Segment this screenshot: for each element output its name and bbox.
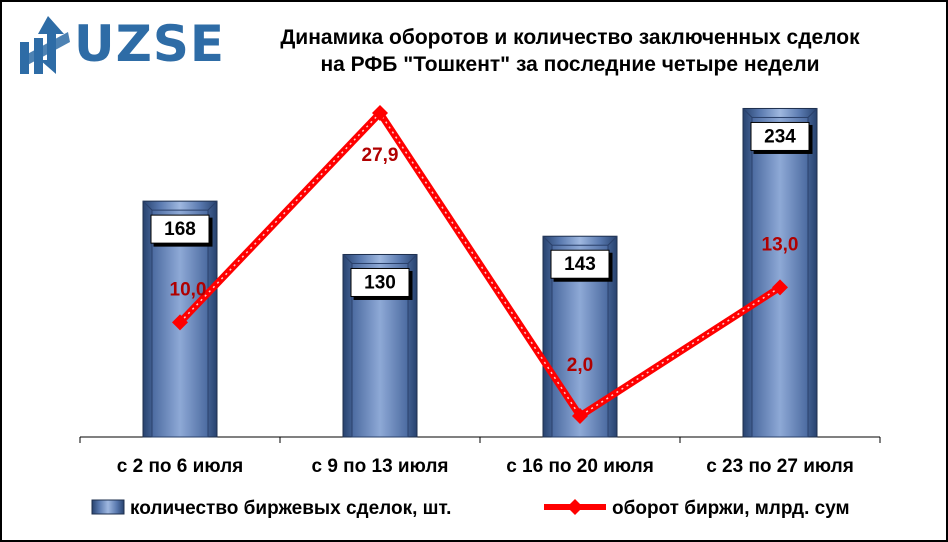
bar-value-box xyxy=(750,121,810,151)
uzse-logo: UZSE xyxy=(18,12,224,78)
bar-series xyxy=(142,107,818,438)
bar xyxy=(742,107,818,438)
turnover-marker xyxy=(772,279,788,296)
bar-value-text: 168 xyxy=(164,219,196,240)
category-labels: с 2 по 6 июля с 9 по 13 июля с 16 по 20 ию… xyxy=(117,456,854,477)
logo-arrow-icon xyxy=(20,16,70,74)
legend-label-turnover: оборот биржи, млрд. сум xyxy=(612,498,850,519)
chart-title: Динамика оборотов и количество заключенн… xyxy=(200,24,940,78)
bar-value-text: 234 xyxy=(764,126,796,147)
turnover-marker xyxy=(172,314,188,331)
bar-bevel xyxy=(142,200,153,211)
turnover-line xyxy=(177,109,782,420)
turnover-marker xyxy=(372,105,388,121)
bar-bevel xyxy=(607,235,618,246)
turnover-marker xyxy=(572,408,588,424)
bar-value-text: 143 xyxy=(564,254,596,275)
category-label: с 2 по 6 июля xyxy=(117,456,244,477)
legend-label-deals: количество биржевых сделок, шт. xyxy=(130,498,451,519)
category-label: с 9 по 13 июля xyxy=(311,456,448,477)
line-data-labels: 10,0 27,9 2,0 13,0 xyxy=(170,145,799,376)
bar-face xyxy=(751,116,809,438)
bar-value-box xyxy=(150,214,210,244)
bar-value-box xyxy=(550,249,610,279)
legend-bar-swatch xyxy=(91,499,125,515)
bar-bevel xyxy=(407,254,418,264)
legend-item-deals: количество биржевых сделок, шт. xyxy=(91,498,451,519)
bar-value-text: 130 xyxy=(364,272,396,293)
legend: количество биржевых сделок, шт. оборот би… xyxy=(91,498,850,519)
x-axis xyxy=(79,436,881,443)
bar-bevel xyxy=(807,108,818,118)
turnover-value-label: 10,0 xyxy=(170,279,207,300)
bar-bevel xyxy=(742,108,753,118)
chart-title-line-1: Динамика оборотов и количество заключенн… xyxy=(280,26,860,49)
bar-data-labels: 168 130 143 234 xyxy=(150,121,810,297)
turnover-line-texture xyxy=(179,111,781,418)
legend-item-turnover: оборот биржи, млрд. сум xyxy=(544,498,850,519)
bar-bevel xyxy=(207,200,218,211)
line-series xyxy=(172,105,788,424)
bar-value-box xyxy=(350,267,410,297)
bar-bevel xyxy=(342,254,353,264)
category-label: с 23 по 27 июля xyxy=(706,456,854,477)
logo-text: UZSE xyxy=(74,15,226,73)
bar-value-label: 143 xyxy=(550,249,610,279)
bar-bevel xyxy=(542,235,553,246)
bar-value-label: 130 xyxy=(350,267,410,297)
turnover-value-label: 13,0 xyxy=(762,234,799,255)
bar-value-label: 234 xyxy=(750,121,810,151)
bar-value-label: 168 xyxy=(150,214,210,244)
turnover-value-label: 2,0 xyxy=(567,355,593,376)
chart-title-line-2: на РФБ "Тошкент" за последние четыре нед… xyxy=(320,53,820,76)
turnover-value-label: 27,9 xyxy=(362,145,399,166)
legend-line-marker xyxy=(567,499,583,515)
category-label: с 16 по 20 июля xyxy=(506,456,654,477)
